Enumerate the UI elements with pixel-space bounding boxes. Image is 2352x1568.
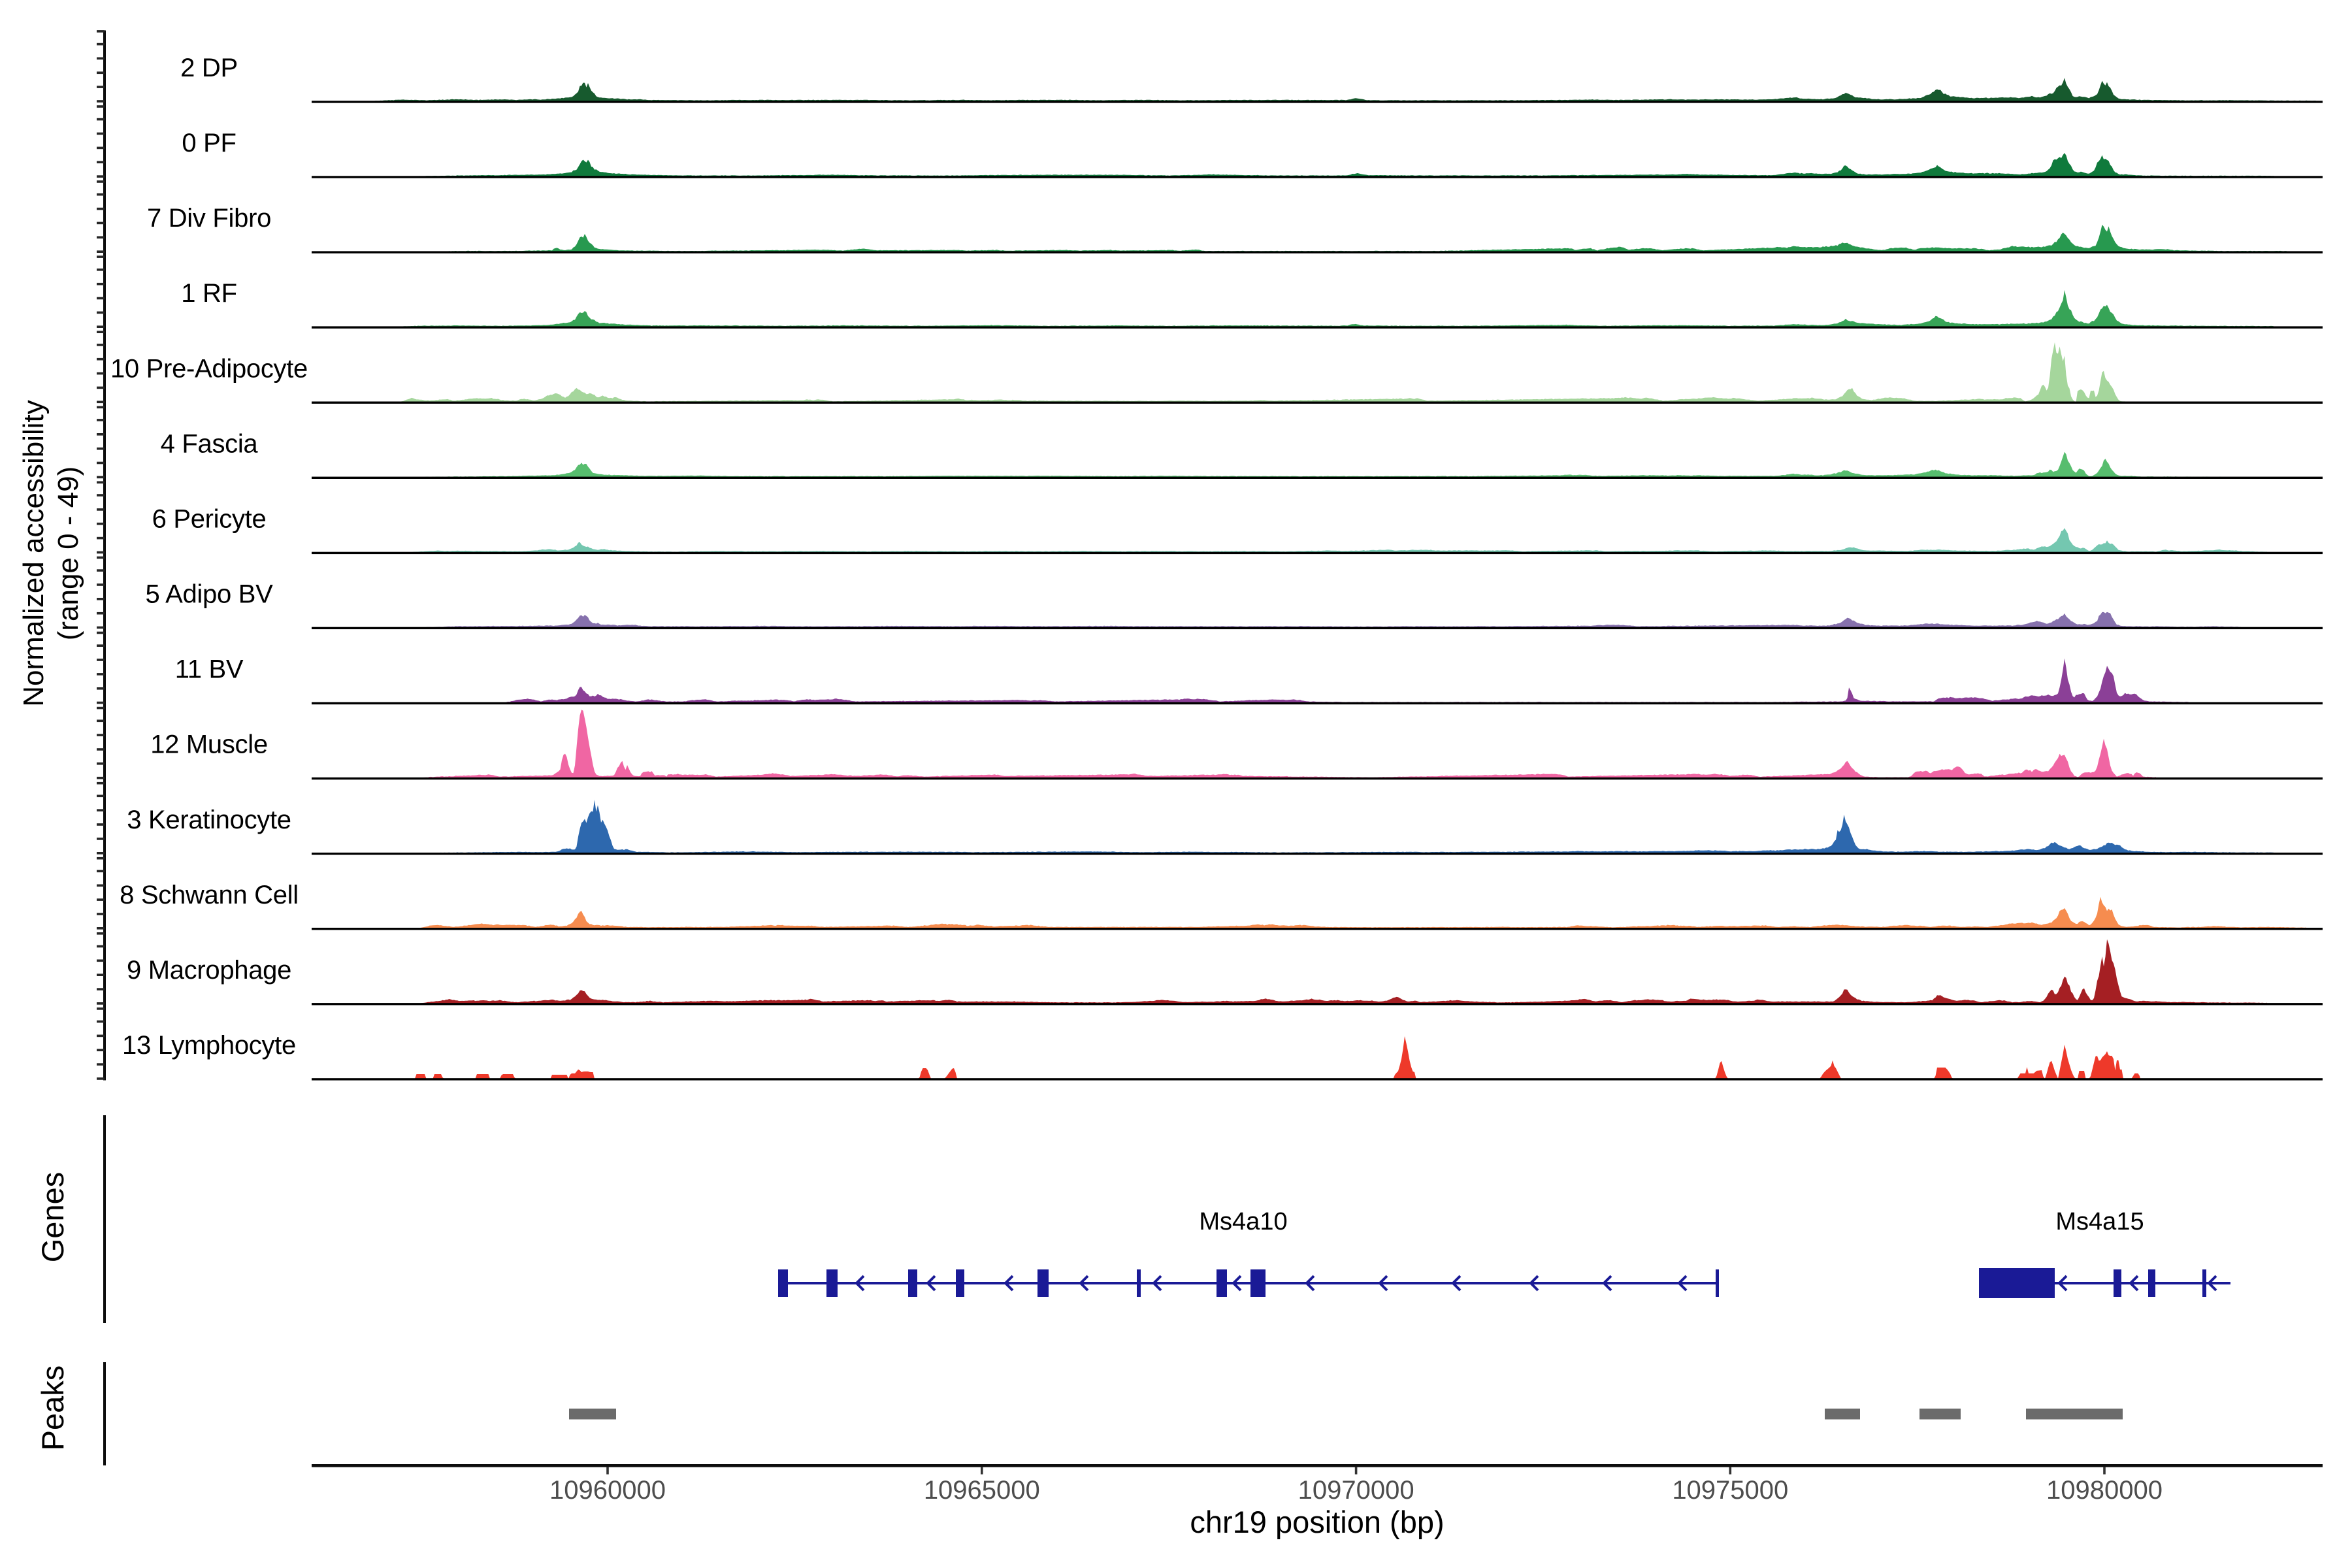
svg-text:0 PF: 0 PF xyxy=(182,129,236,157)
svg-text:10980000: 10980000 xyxy=(2046,1476,2163,1505)
svg-text:Genes: Genes xyxy=(35,1172,70,1262)
svg-text:Ms4a15: Ms4a15 xyxy=(2055,1208,2144,1235)
svg-text:10970000: 10970000 xyxy=(1298,1476,1414,1505)
svg-text:7 Div Fibro: 7 Div Fibro xyxy=(147,204,271,233)
svg-text:12 Muscle: 12 Muscle xyxy=(150,730,268,759)
svg-text:10960000: 10960000 xyxy=(549,1476,666,1505)
svg-text:10965000: 10965000 xyxy=(924,1476,1040,1505)
svg-text:Peaks: Peaks xyxy=(35,1365,70,1451)
svg-text:5 Adipo BV: 5 Adipo BV xyxy=(146,580,274,609)
svg-text:11 BV: 11 BV xyxy=(175,655,244,684)
svg-text:10 Pre-Adipocyte: 10 Pre-Adipocyte xyxy=(110,354,308,383)
svg-text:Normalized accessibility: Normalized accessibility xyxy=(18,400,50,706)
svg-text:1 RF: 1 RF xyxy=(181,279,237,308)
svg-text:3 Keratinocyte: 3 Keratinocyte xyxy=(127,806,291,834)
svg-text:8 Schwann Cell: 8 Schwann Cell xyxy=(120,881,299,909)
svg-text:2 DP: 2 DP xyxy=(180,54,238,82)
svg-text:4 Fascia: 4 Fascia xyxy=(161,429,259,458)
svg-text:13 Lymphocyte: 13 Lymphocyte xyxy=(122,1031,296,1060)
svg-text:10975000: 10975000 xyxy=(1672,1476,1788,1505)
svg-text:(range 0 - 49): (range 0 - 49) xyxy=(52,466,84,641)
svg-text:chr19 position (bp): chr19 position (bp) xyxy=(1190,1505,1444,1539)
svg-text:9 Macrophage: 9 Macrophage xyxy=(127,956,291,985)
svg-text:6 Pericyte: 6 Pericyte xyxy=(152,505,267,534)
svg-text:Ms4a10: Ms4a10 xyxy=(1199,1208,1287,1235)
